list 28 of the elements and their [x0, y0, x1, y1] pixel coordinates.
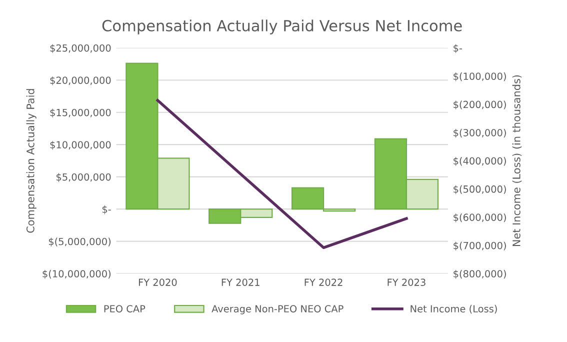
y2-tick-label: $(200,000): [454, 100, 506, 110]
y-tick-label: $25,000,000: [50, 44, 111, 54]
y2-axis-title: Net Income (Loss) (in thousands): [512, 75, 522, 246]
y2-tick-label: $(800,000): [454, 270, 506, 279]
y-tick-label: $-: [102, 205, 111, 214]
y2-tick-label: $(700,000): [454, 242, 506, 251]
y-axis-title: Compensation Actually Paid: [26, 89, 36, 233]
chart-title: Compensation Actually Paid Versus Net Income: [102, 20, 462, 34]
legend-label: Net Income (Loss): [410, 304, 497, 314]
x-tick-label: FY 2022: [304, 278, 342, 286]
legend-label: PEO CAP: [104, 305, 146, 312]
y-tick-label: $20,000,000: [50, 76, 111, 86]
x-tick-label: FY 2023: [388, 278, 426, 286]
y-tick-label: $(5,000,000): [48, 238, 111, 246]
y-tick-label: $15,000,000: [50, 108, 111, 118]
x-tick-label: FY 2020: [138, 278, 177, 286]
y2-tick-label: $(400,000): [454, 157, 506, 166]
x-tick-label: FY 2021: [222, 278, 260, 286]
y2-tick-label: $(600,000): [454, 213, 506, 222]
y2-tick-label: $(300,000): [454, 128, 506, 138]
line-series: [156, 98, 408, 250]
legend-label: Average Non-PEO NEO CAP: [212, 305, 344, 314]
y-tick-label: $10,000,000: [50, 140, 111, 150]
y2-tick-label: $(500,000): [454, 185, 506, 194]
y2-tick-label: $(100,000): [454, 72, 506, 82]
y-tick-label: $5,000,000: [56, 173, 111, 182]
y-tick-label: $(10,000,000): [42, 270, 111, 279]
y2-tick-label: $-: [454, 44, 462, 54]
